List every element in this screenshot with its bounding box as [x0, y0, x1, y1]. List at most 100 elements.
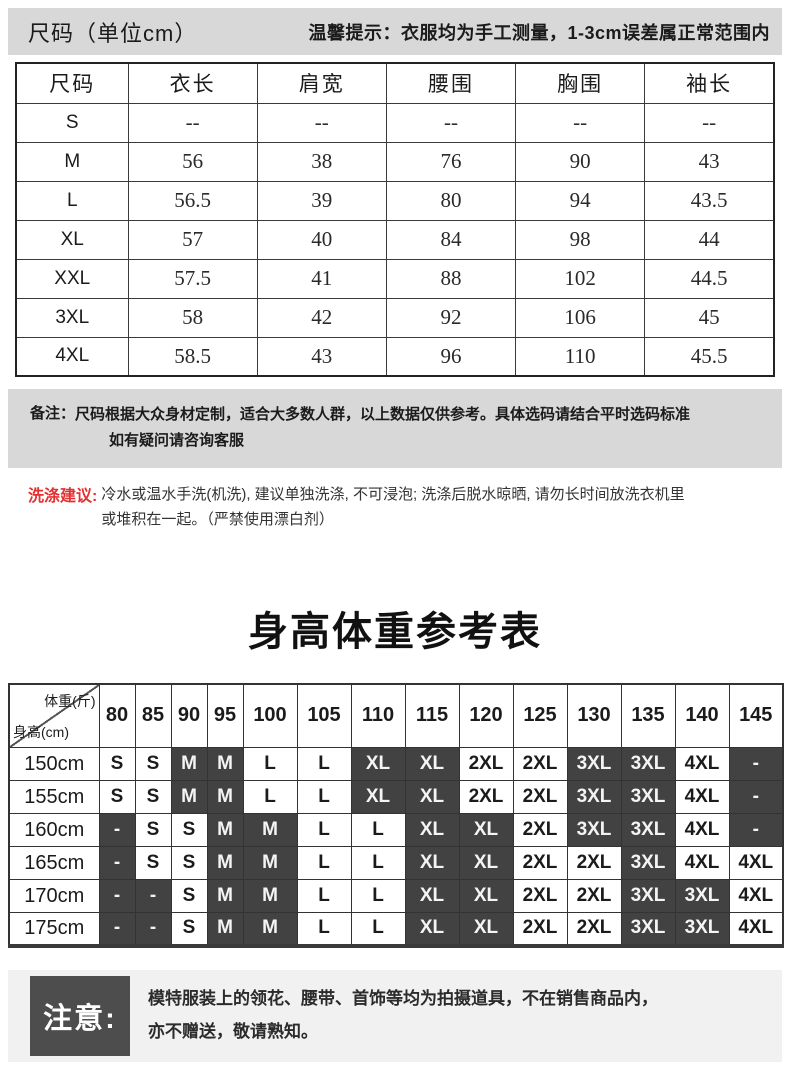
recommended-size-cell: S	[98, 780, 136, 814]
recommended-size-cell: L	[296, 780, 352, 814]
recommended-size-cell: M	[170, 780, 208, 814]
reference-table-body: 150cm S S M M L L XL XL 2XL 2XL 3XL 3XL 4XL -155cm S S M M…	[8, 747, 784, 946]
recommended-size-cell: S	[170, 813, 208, 847]
recommended-size-cell: L	[296, 813, 352, 847]
weight-axis-label: 体重(斤)	[44, 692, 96, 709]
size-value-cell: 106	[515, 297, 646, 338]
size-value-cell: 80	[385, 180, 517, 221]
recommended-size-cell: 4XL	[728, 912, 784, 946]
size-column-header: 袖长	[644, 62, 775, 104]
recommended-size-cell: 3XL	[620, 780, 676, 814]
recommended-size-cell: 2XL	[566, 846, 622, 880]
axis-corner-cell: 体重(斤) 身高(cm)	[8, 683, 100, 748]
size-value-cell: 45	[644, 297, 775, 338]
recommended-size-cell: L	[350, 879, 406, 913]
size-chart-header-bar: 尺码（单位cm） 温馨提示：衣服均为手工测量，1-3cm误差属正常范围内	[8, 8, 782, 55]
size-value-cell: 43.5	[644, 180, 775, 221]
size-value-cell: 88	[385, 258, 517, 299]
size-value-cell: 45.5	[644, 336, 775, 377]
recommended-size-cell: 3XL	[620, 747, 676, 781]
recommended-size-cell: S	[134, 780, 172, 814]
recommended-size-cell: 2XL	[566, 912, 622, 946]
washing-text: 冷水或温水手洗(机洗), 建议单独洗涤, 不可浸泡; 洗涤后脱水晾晒, 请勿长时…	[101, 482, 684, 533]
size-value-cell: 102	[515, 258, 646, 299]
recommended-size-cell: 3XL	[620, 846, 676, 880]
size-column-header: 尺码	[15, 62, 129, 104]
remark-text: 尺码根据大众身材定制，适合大多数人群，以上数据仅供参考。具体选码请结合平时选码标…	[75, 402, 690, 455]
notice-section: 注意: 模特服装上的领花、腰带、首饰等均为拍摄道具，不在销售商品内， 亦不赠送，…	[8, 969, 782, 1062]
size-value-cell: 76	[385, 141, 517, 182]
recommended-size-cell: M	[242, 879, 298, 913]
recommended-size-cell: XL	[404, 780, 460, 814]
notice-label-badge: 注意:	[30, 975, 130, 1056]
size-value-cell: --	[127, 102, 258, 143]
recommended-size-cell: S	[170, 879, 208, 913]
recommended-size-cell: 3XL	[566, 747, 622, 781]
size-value-cell: 84	[385, 219, 517, 260]
size-label-cell: S	[15, 102, 129, 143]
size-value-cell: 110	[515, 336, 646, 377]
size-value-cell: 41	[256, 258, 387, 299]
recommended-size-cell: M	[206, 879, 244, 913]
weight-column-header: 125	[512, 683, 568, 748]
size-value-cell: 43	[256, 336, 387, 377]
recommended-size-cell: 2XL	[512, 747, 568, 781]
remark-box: 备注： 尺码根据大众身材定制，适合大多数人群，以上数据仅供参考。具体选码请结合平…	[8, 389, 782, 468]
washing-label: 洗涤建议:	[28, 487, 98, 505]
recommended-size-cell: 2XL	[512, 879, 568, 913]
weight-column-header: 130	[566, 683, 622, 748]
height-row-header: 165cm	[8, 846, 100, 880]
recommended-size-cell: L	[350, 912, 406, 946]
weight-column-header: 120	[458, 683, 514, 748]
recommended-size-cell: -	[98, 879, 136, 913]
remark-line2: 如有疑问请咨询客服	[109, 432, 245, 450]
size-label-cell: M	[15, 141, 129, 182]
recommended-size-cell: L	[296, 747, 352, 781]
recommended-size-cell: 2XL	[512, 813, 568, 847]
garment-size-table: 尺码 衣长 肩宽 腰围 胸围 袖长 S -- -- -- -- -- M 56 38 76 90 43 L 56.5…	[15, 62, 775, 377]
weight-column-header: 95	[206, 683, 244, 748]
recommended-size-cell: XL	[458, 813, 514, 847]
recommended-size-cell: L	[296, 912, 352, 946]
size-label-cell: XXL	[15, 258, 129, 299]
recommended-size-cell: XL	[404, 912, 460, 946]
washing-advice: 洗涤建议: 冷水或温水手洗(机洗), 建议单独洗涤, 不可浸泡; 洗涤后脱水晾晒…	[28, 482, 782, 533]
recommended-size-cell: 2XL	[566, 879, 622, 913]
size-value-cell: 94	[515, 180, 646, 221]
recommended-size-cell: S	[170, 912, 208, 946]
weight-column-header: 135	[620, 683, 676, 748]
size-table-row: XL 57 40 84 98 44	[15, 219, 775, 260]
page-title: 尺码（单位cm）	[28, 20, 198, 46]
size-column-header: 胸围	[515, 62, 646, 104]
size-table-row: XXL 57.5 41 88 102 44.5	[15, 258, 775, 299]
recommended-size-cell: -	[134, 912, 172, 946]
size-value-cell: --	[256, 102, 387, 143]
recommended-size-cell: 3XL	[674, 879, 730, 913]
size-label-cell: 3XL	[15, 297, 129, 338]
recommended-size-cell: M	[206, 912, 244, 946]
recommended-size-cell: M	[242, 813, 298, 847]
weight-column-header: 140	[674, 683, 730, 748]
size-value-cell: 44	[644, 219, 775, 260]
size-value-cell: 58.5	[127, 336, 258, 377]
recommended-size-cell: -	[98, 846, 136, 880]
reference-table-row: 155cm S S M M L L XL XL 2XL 2XL 3XL 3XL 4XL -	[8, 780, 784, 814]
recommended-size-cell: M	[170, 747, 208, 781]
recommended-size-cell: S	[134, 846, 172, 880]
washing-line2: 或堆积在一起。（严禁使用漂白剂）	[101, 511, 334, 528]
reference-table-row: 165cm - S S M M L L XL XL 2XL 2XL 3XL 4XL 4XL	[8, 846, 784, 880]
recommended-size-cell: 4XL	[674, 747, 730, 781]
height-weight-reference-table: 体重(斤) 身高(cm) 80 85 90 95 100 105 110 115 120 125 1…	[8, 682, 784, 948]
recommended-size-cell: 2XL	[512, 912, 568, 946]
height-row-header: 170cm	[8, 879, 100, 913]
size-value-cell: 43	[644, 141, 775, 182]
recommended-size-cell: XL	[458, 912, 514, 946]
recommended-size-cell: 2XL	[512, 846, 568, 880]
recommended-size-cell: -	[98, 813, 136, 847]
recommended-size-cell: 2XL	[458, 780, 514, 814]
size-value-cell: 40	[256, 219, 387, 260]
height-axis-label: 身高(cm)	[13, 724, 69, 740]
size-value-cell: 57.5	[127, 258, 258, 299]
recommended-size-cell: S	[134, 747, 172, 781]
